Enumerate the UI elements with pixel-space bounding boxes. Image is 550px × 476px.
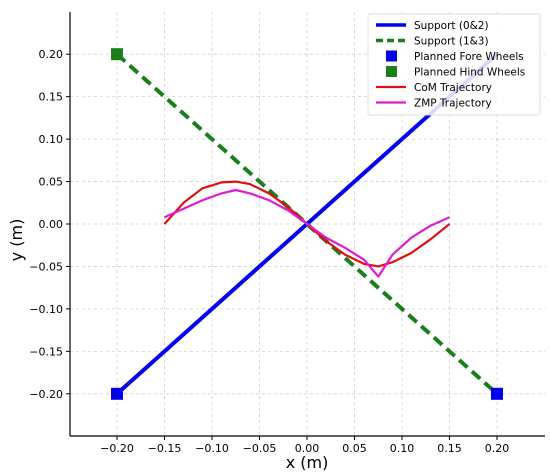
legend-label-zmp-trajectory: ZMP Trajectory [414, 98, 492, 110]
y-tick-label: 0.20 [39, 48, 64, 61]
x-tick-label: 0.00 [295, 442, 320, 455]
legend-label-support-0-2: Support (0&2) [414, 20, 489, 32]
x-tick-label: 0.15 [437, 442, 462, 455]
legend-label-support-1-3: Support (1&3) [414, 36, 489, 48]
y-axis-label: y (m) [7, 219, 26, 262]
y-tick-label: −0.15 [29, 345, 63, 358]
x-tick-label: −0.05 [243, 442, 277, 455]
planned-fore-wheels-marker [111, 387, 123, 400]
y-tick-label: −0.05 [29, 260, 63, 273]
y-tick-label: 0.10 [39, 133, 64, 146]
legend-swatch-planned-fore-wheels [386, 50, 397, 62]
x-tick-label: −0.20 [100, 442, 134, 455]
legend-box [367, 13, 541, 116]
x-tick-label: 0.10 [390, 442, 415, 455]
planned-fore-wheels-marker [491, 387, 503, 400]
legend-label-planned-fore-wheels: Planned Fore Wheels [414, 51, 524, 63]
y-tick-label: 0.05 [39, 176, 64, 189]
x-tick-label: 0.05 [342, 442, 367, 455]
x-tick-label: −0.10 [195, 442, 229, 455]
planned-hind-wheels-marker [111, 48, 123, 61]
legend-swatch-planned-hind-wheels [386, 66, 397, 77]
y-tick-label: 0.00 [39, 218, 64, 231]
x-tick-label: 0.20 [485, 442, 510, 455]
legend-label-com-trajectory: CoM Trajectory [414, 82, 492, 94]
x-axis-label: x (m) [286, 453, 329, 472]
y-tick-label: −0.10 [29, 303, 63, 316]
y-tick-label: 0.15 [39, 91, 64, 104]
y-tick-label: −0.20 [29, 388, 63, 401]
legend: Support (0&2) Support (1&3) Planned Fore W… [367, 13, 541, 116]
legend-label-planned-hind-wheels: Planned Hind Wheels [414, 67, 525, 79]
x-tick-label: −0.15 [148, 442, 182, 455]
axes-layer: −0.20 −0.15 −0.10 −0.05 0.00 0.05 0.10 0.15 0.20… [29, 12, 545, 455]
